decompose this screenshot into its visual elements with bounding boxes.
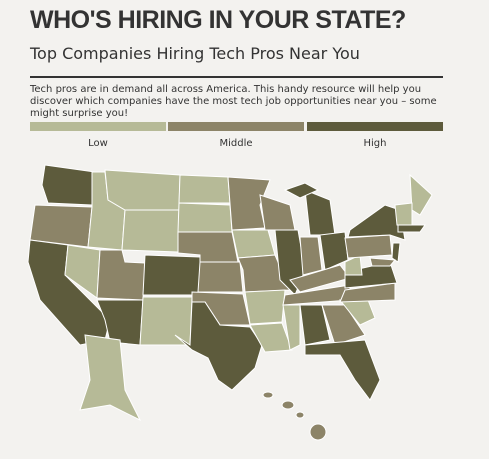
state bbox=[178, 174, 231, 204]
state bbox=[339, 282, 396, 303]
state bbox=[369, 257, 397, 267]
state bbox=[231, 229, 276, 259]
legend-swatch bbox=[168, 122, 304, 131]
state bbox=[309, 423, 327, 441]
legend-label: Low bbox=[88, 138, 108, 149]
legend-label: Middle bbox=[219, 138, 252, 149]
state bbox=[304, 339, 381, 401]
state bbox=[282, 304, 301, 351]
state bbox=[262, 391, 274, 399]
state bbox=[227, 176, 271, 231]
divider bbox=[30, 76, 443, 78]
description: Tech pros are in demand all across Ameri… bbox=[30, 84, 437, 119]
state bbox=[96, 249, 146, 301]
state bbox=[139, 296, 193, 346]
state bbox=[344, 234, 393, 259]
state bbox=[29, 204, 93, 248]
legend-label: High bbox=[364, 138, 387, 149]
state bbox=[397, 224, 426, 233]
state bbox=[121, 209, 180, 253]
state bbox=[197, 261, 244, 293]
subtitle: Top Companies Hiring Tech Pros Near You bbox=[30, 44, 360, 63]
state bbox=[394, 202, 413, 226]
state bbox=[304, 189, 336, 236]
legend-swatch bbox=[30, 122, 166, 131]
state bbox=[281, 400, 295, 410]
state bbox=[177, 202, 233, 233]
state bbox=[321, 304, 366, 346]
state bbox=[409, 173, 433, 216]
state bbox=[104, 169, 181, 211]
state bbox=[96, 299, 144, 346]
state bbox=[391, 242, 401, 263]
state bbox=[142, 254, 201, 296]
state bbox=[249, 322, 293, 353]
state bbox=[295, 411, 305, 419]
state bbox=[41, 164, 96, 206]
title: WHO'S HIRING IN YOUR STATE? bbox=[30, 6, 406, 34]
legend-swatch bbox=[307, 122, 443, 131]
state bbox=[283, 182, 320, 199]
state bbox=[319, 231, 349, 271]
state bbox=[79, 334, 142, 422]
state bbox=[259, 194, 296, 231]
state bbox=[299, 304, 331, 346]
state bbox=[174, 301, 263, 391]
state bbox=[299, 236, 323, 276]
state bbox=[244, 289, 286, 325]
state bbox=[347, 204, 406, 241]
